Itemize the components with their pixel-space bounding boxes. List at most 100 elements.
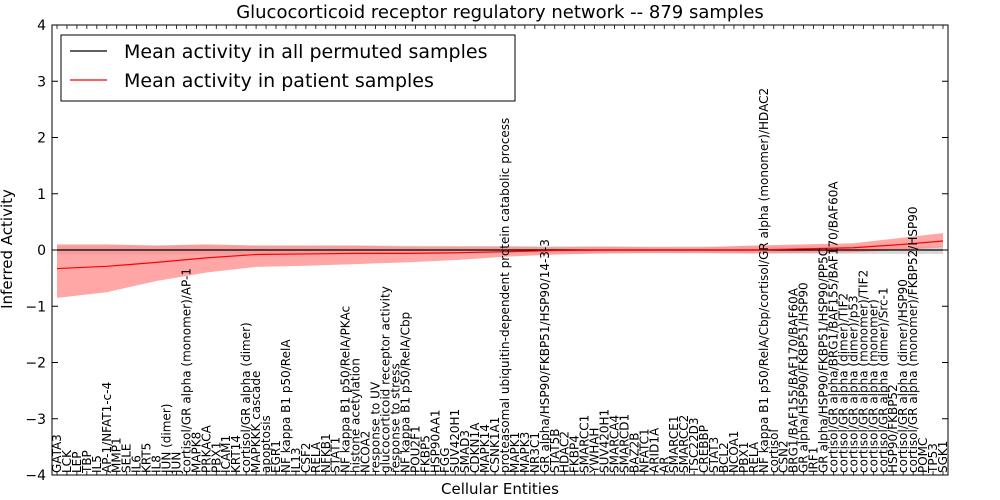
x-tick-label: response to UV <box>369 381 383 473</box>
x-tick-label: PRKACA <box>199 424 213 473</box>
y-tick-label: 2 <box>37 131 46 147</box>
x-tick-label: NFKB1 <box>319 433 333 473</box>
x-tick-label: AR <box>657 456 671 473</box>
x-tick-label: HDAC2 <box>558 431 572 473</box>
x-tick-label: SUV420H1 <box>598 409 612 473</box>
y-tick-label: 1 <box>37 187 46 203</box>
x-tick-label: NCOA1 <box>727 431 741 473</box>
x-tick-label: CDKN1A <box>468 422 482 473</box>
x-tick-label: LCK <box>60 449 74 473</box>
x-tick-label: TSC22D3 <box>687 418 701 474</box>
x-tick-label: SMARCE1 <box>667 415 681 473</box>
x-tick-label: CSN2 <box>777 440 791 473</box>
x-tick-label: MMP1 <box>110 437 124 473</box>
x-tick-label: HSP90AA1 <box>428 409 442 473</box>
x-tick-label: SMARCA4 <box>607 415 621 473</box>
x-tick-label: cortisol/GR alpha (dimer)/TIF2 <box>836 293 850 473</box>
y-tick-label: −3 <box>25 412 46 428</box>
x-tick-label: CSNK1A1 <box>488 417 502 473</box>
x-tick-label: cortisol <box>767 429 781 473</box>
x-tick-label: SMARCC2 <box>677 415 691 473</box>
x-tick-label: IL13 <box>289 448 303 474</box>
x-tick-label: NF kappa B1 p50/RelA/Cbp <box>398 312 412 473</box>
x-tick-label: JUN <box>169 452 183 474</box>
x-tick-label: MAPK8 <box>189 432 203 473</box>
x-tick-label: histone acetylation <box>349 358 363 473</box>
y-tick-label: −2 <box>25 356 46 372</box>
x-tick-label: BRG1/BAF155/BAF170/BAF60A <box>787 287 801 473</box>
x-tick-label: ICAM1 <box>219 435 233 473</box>
x-tick-label: BAZ2B <box>627 432 641 473</box>
patient-mean-line <box>56 240 944 270</box>
x-tick-label: PBX1 <box>209 442 223 473</box>
x-tick-label: IRF1 <box>807 447 821 473</box>
x-tick-label: SMAD3 <box>458 430 472 473</box>
y-tick-label: 4 <box>37 18 46 34</box>
y-tick-label: 3 <box>37 74 46 90</box>
x-axis-label: Cellular Entities <box>441 480 559 498</box>
x-tick-label: apoptosis <box>259 415 273 473</box>
legend-label-permuted: Mean activity in all permuted samples <box>124 41 487 63</box>
x-tick-label: MAPK14 <box>478 424 492 473</box>
y-axis-label: Inferred Activity <box>0 189 16 309</box>
x-tick-label: KRT14 <box>229 435 243 473</box>
patient-band <box>57 233 943 298</box>
x-tick-label: CSF2 <box>299 442 313 473</box>
x-tick-label: SELE <box>120 444 134 473</box>
x-tick-label: cortisol/GR alpha (monomer)/AP-1 <box>179 268 193 473</box>
x-tick-label: YWHAH <box>588 428 602 474</box>
x-tick-label: STAT3 <box>707 437 721 473</box>
x-tick-label: RELA <box>747 441 761 473</box>
x-tick-label: IL8 <box>150 455 164 473</box>
x-tick-label: POMC <box>916 438 930 473</box>
x-tick-label: IL5 <box>90 455 104 473</box>
x-tick-label: cortisol/GR alpha (dimer)/HSP90 <box>896 279 910 473</box>
y-tick-label: 0 <box>37 243 46 259</box>
x-tick-label: HSP90/FKBP52 <box>886 384 900 473</box>
x-tick-label: TBP <box>80 450 94 474</box>
x-tick-label: MAPKKK cascade <box>249 371 263 473</box>
x-tick-label: cortisol/GR alpha/BRG1/BAF155/BAF170/BAF… <box>826 181 840 473</box>
x-tick-label: PBX1 <box>737 442 751 473</box>
x-tick-label: JUN (dimer) <box>160 404 174 474</box>
x-tick-label: NFATC1 <box>637 428 651 473</box>
x-tick-label: FGG <box>438 448 452 474</box>
legend-label-patient: Mean activity in patient samples <box>124 70 434 92</box>
x-tick-label: STAT1 <box>329 437 343 473</box>
x-tick-label: GR alpha/HSP90/FKBP51/HSP90/14-3-3 <box>538 239 552 473</box>
x-tick-label: NF kappa B1 p50/RelA/Cbp/cortisol/GR alp… <box>757 88 771 473</box>
x-tick-label: cortisol/GR alpha (monomer)/FKBP52/HSP90 <box>906 206 920 473</box>
x-tick-label: NF kappa B1 p50/RelA <box>279 339 293 473</box>
x-tick-label: ARID1A <box>647 427 661 473</box>
x-tick-label: EGR1 <box>269 440 283 473</box>
x-tick-label: SMARCC1 <box>578 415 592 473</box>
x-tick-label: RELA <box>309 441 323 473</box>
x-tick-label: FKBP4 <box>568 435 582 473</box>
x-tick-label: GATA3 <box>50 434 64 473</box>
x-tick-label: GR alpha/HSP90/FKBP51/HSP90 <box>797 282 811 473</box>
x-tick-label: POU2F1 <box>408 425 422 473</box>
legend: Mean activity in all permuted samples Me… <box>60 34 516 102</box>
x-tick-label: cortisol/GR alpha (dimer)/Src-1 <box>876 287 890 473</box>
x-tick-label: MAPK1 <box>508 432 522 473</box>
x-tick-label: FKBP5 <box>418 435 432 473</box>
y-tick-label: −4 <box>25 468 46 484</box>
x-tick-label: GR alpha/HSP90/FKBP51/HSP90/PP5C <box>817 248 831 473</box>
x-tick-label: response to stress <box>388 363 402 473</box>
x-tick-label: NF kappa B1 p50/RelA/PKAc <box>339 306 353 473</box>
y-tick-label: −1 <box>25 299 46 315</box>
x-tick-label: STAT5B <box>548 429 562 474</box>
plot-area: 4 3 2 1 0 −1 −2 −3 −4 GATA3LCKLEPTBPIL5AP-1/NFAT1… <box>25 18 950 484</box>
x-tick-label: NCOA2 <box>359 431 373 473</box>
chart-title: Glucocorticoid receptor regulatory netwo… <box>236 2 764 23</box>
x-tick-label: MAPK3 <box>518 432 532 473</box>
x-tick-label: BCL2 <box>717 442 731 473</box>
x-tick-label: SGK1 <box>936 441 950 473</box>
x-tick-label: proteasomal ubiquitin-dependent protein … <box>498 118 512 473</box>
x-tick-label: SUV420H1 <box>448 409 462 473</box>
x-tick-label: cortisol/GR alpha (monomer)/TIF2 <box>856 270 870 473</box>
x-tick-label: cortisol/GR alpha (monomer) <box>866 299 880 473</box>
x-tick-label: LEP <box>70 451 84 473</box>
x-tick-label: SMARCD1 <box>617 414 631 473</box>
